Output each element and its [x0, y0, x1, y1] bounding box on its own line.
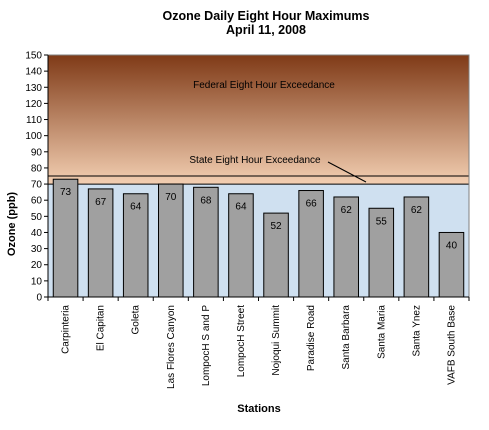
y-tick-label: 120: [25, 99, 42, 110]
bar-value-label: 64: [235, 202, 247, 213]
bar-value-label: 70: [165, 192, 177, 203]
x-ticks: Carpinteria El Capitan Goleta Las Flores Ca…: [47, 297, 470, 389]
chart-subtitle: April 11, 2008: [226, 23, 306, 37]
bar-value-label: 62: [411, 205, 423, 216]
state-label-leader-line: [327, 161, 367, 183]
x-tick-label: Nojoqui Summit: [271, 305, 282, 376]
x-tick-label: Carpinteria: [61, 305, 72, 354]
y-tick-label: 100: [25, 131, 42, 142]
bar-value-label: 52: [270, 221, 282, 232]
bar-value-label: 62: [341, 205, 353, 216]
y-axis-title: Ozone (ppb): [6, 192, 18, 256]
x-tick-label: Santa Ynez: [411, 305, 422, 357]
x-tick-label: Goleta: [131, 305, 142, 335]
x-tick-label: Santa Maria: [376, 305, 387, 359]
bar-value-label: 40: [446, 240, 458, 251]
bar: [52, 178, 79, 298]
y-tick-label: 140: [25, 67, 42, 78]
y-tick-label: 40: [31, 228, 43, 239]
normal-zone: [48, 184, 469, 297]
bar: [438, 231, 465, 298]
x-tick-label: Santa Barbara: [341, 305, 352, 370]
bar: [87, 188, 114, 298]
y-tick-label: 0: [36, 293, 42, 304]
y-tick-label: 110: [26, 115, 42, 126]
x-tick-label: LompocH S and P: [201, 305, 212, 386]
state-exceedance-label: State Eight Hour Exceedance: [189, 155, 321, 166]
y-tick-label: 80: [31, 163, 43, 174]
y-tick-label: 50: [31, 212, 43, 223]
x-tick-label: LompocH Street: [236, 305, 247, 377]
plot-area: 73 67 64 70 68 64 52 66 62 55 62 40: [47, 54, 470, 298]
bar-value-label: 64: [130, 202, 142, 213]
y-tick-label: 60: [31, 196, 43, 207]
x-axis-title: Stations: [237, 403, 280, 415]
chart-title: Ozone Daily Eight Hour Maximums: [163, 9, 370, 23]
x-tick-label: Las Flores Canyon: [166, 305, 177, 389]
bar-value-label: 67: [95, 197, 107, 208]
bar: [368, 207, 395, 298]
y-tick-label: 150: [25, 51, 42, 62]
bar: [228, 193, 254, 298]
bar: [263, 212, 289, 298]
x-tick-label: Paradise Road: [306, 305, 317, 371]
bars: 73 67 64 70 68 64 52 66 62 55 62 40: [52, 178, 465, 298]
y-ticks: 0 10 20 30 40 50 60 70 80 90 100 110 120 130 140 150: [25, 51, 48, 304]
y-tick-label: 30: [31, 244, 43, 255]
bar-value-label: 68: [200, 195, 212, 206]
y-tick-label: 90: [31, 147, 43, 158]
y-tick-label: 130: [25, 83, 42, 94]
federal-exceedance-label: Federal Eight Hour Exceedance: [193, 80, 335, 91]
x-tick-label: VAFB South Base: [446, 305, 457, 385]
bar: [333, 196, 359, 298]
y-tick-label: 20: [31, 260, 43, 271]
bar: [193, 186, 219, 298]
bar: [403, 196, 430, 298]
x-tick-label: El Capitan: [96, 305, 107, 351]
bar-value-label: 55: [376, 216, 388, 227]
y-tick-label: 70: [31, 180, 43, 191]
bar-value-label: 73: [60, 187, 72, 198]
bar-value-label: 66: [306, 199, 318, 210]
exceedance-zone: [48, 55, 469, 185]
y-tick-label: 10: [31, 276, 43, 287]
